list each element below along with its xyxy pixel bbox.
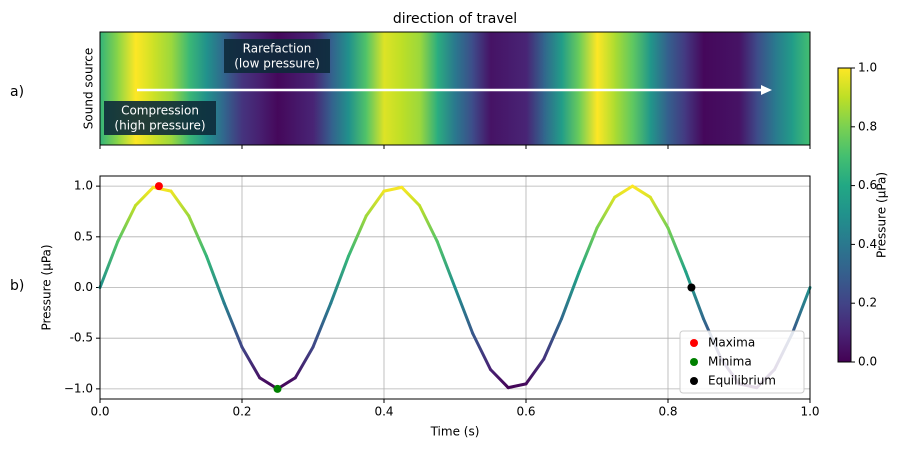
- line-segment: [648, 195, 670, 230]
- line-segment: [187, 214, 208, 258]
- x-tick-label: 0.0: [90, 405, 109, 419]
- line-segment: [347, 214, 368, 258]
- line-segment: [134, 185, 155, 207]
- heat-cell: [792, 32, 811, 145]
- line-segment: [524, 357, 546, 386]
- legend-label: Maxima: [708, 336, 755, 350]
- x-tick-label: 0.4: [374, 405, 393, 419]
- line-segment: [631, 184, 652, 199]
- annotation-text: Rarefaction: [243, 42, 312, 56]
- line-segment: [506, 382, 528, 390]
- x-axis-label: Time (s): [430, 425, 480, 439]
- line-segment: [98, 239, 120, 289]
- line-segment: [382, 185, 404, 193]
- line-segment: [418, 203, 439, 243]
- line-segment: [684, 270, 705, 321]
- legend-marker: [690, 339, 698, 347]
- heat-cell: [614, 32, 651, 145]
- heat-cell: [437, 32, 474, 145]
- plot-frame: [99, 31, 811, 146]
- x-tick-label: 0.6: [516, 405, 535, 419]
- line-segment: [666, 226, 688, 274]
- heat-cell: [366, 32, 403, 145]
- y-tick-label: 0.5: [74, 229, 93, 243]
- heat-cell: [543, 32, 580, 145]
- line-segment: [542, 317, 563, 361]
- marker-point: [273, 384, 282, 393]
- line-segment: [311, 301, 333, 349]
- legend-label: Minima: [708, 355, 752, 369]
- legend-label: Equilibrium: [708, 374, 776, 388]
- colorbar-tick-label: 0.2: [858, 296, 877, 310]
- line-segment: [205, 254, 226, 305]
- line-segment: [471, 332, 492, 372]
- plot-frame: [99, 175, 811, 400]
- colorbar-tick-label: 1.0: [858, 61, 877, 75]
- heat-cell: [401, 32, 438, 145]
- line-segment: [577, 226, 599, 274]
- line-segment: [489, 368, 510, 390]
- colorbar: [837, 67, 852, 363]
- x-tick-label: 1.0: [800, 405, 819, 419]
- line-segment: [240, 345, 262, 380]
- legend-marker: [690, 358, 698, 366]
- y-tick-label: -0.5: [70, 331, 93, 345]
- line-segment: [329, 254, 350, 305]
- colorbar-tick-label: 0.6: [858, 178, 877, 192]
- legend-marker: [690, 377, 698, 385]
- line-segment: [400, 185, 421, 207]
- colorbar-label: Pressure (µPa): [875, 172, 889, 258]
- line-segment: [560, 270, 581, 321]
- y-tick-label: −1.0: [64, 381, 93, 395]
- arrow-head: [761, 85, 772, 95]
- line-segment: [169, 189, 191, 218]
- annotation-box: [224, 39, 330, 73]
- y-tick-label: 0.0: [74, 280, 93, 294]
- line-segment: [116, 203, 137, 243]
- heat-cell: [472, 32, 509, 145]
- heat-cell: [330, 32, 367, 145]
- line-segment: [222, 301, 244, 349]
- x-tick-label: 0.2: [232, 405, 251, 419]
- y-axis-label: Pressure (µPa): [40, 244, 54, 330]
- line-segment: [293, 345, 315, 380]
- colorbar-tick-label: 0.8: [858, 119, 877, 133]
- line-segment: [364, 189, 386, 218]
- heat-cell: [721, 32, 758, 145]
- heat-cell: [508, 32, 545, 145]
- colorbar-tick-label: 0.4: [858, 237, 877, 251]
- y-tick-label: 1.0: [74, 179, 93, 193]
- line-segment: [453, 286, 475, 336]
- marker-point: [154, 182, 163, 191]
- y-axis-label: Sound source: [82, 48, 96, 129]
- line-segment: [790, 286, 812, 336]
- legend-box: [679, 330, 805, 394]
- annotation-box: [104, 101, 216, 135]
- heat-cell: [650, 32, 687, 145]
- line-segment: [595, 195, 617, 230]
- line-segment: [435, 239, 457, 289]
- heat-cell: [685, 32, 722, 145]
- annotation-text: Compression: [121, 104, 199, 118]
- chart-title: direction of travel: [393, 11, 517, 27]
- line-segment: [613, 184, 634, 199]
- colorbar-tick-label: 0.0: [858, 355, 877, 369]
- annotation-text: (high pressure): [114, 119, 205, 133]
- annotation-text: (low pressure): [234, 57, 320, 71]
- marker-point: [687, 283, 696, 292]
- x-tick-label: 0.8: [658, 405, 677, 419]
- panel-label: b): [10, 278, 24, 294]
- heat-cell: [579, 32, 616, 145]
- panel-label: a): [10, 84, 24, 100]
